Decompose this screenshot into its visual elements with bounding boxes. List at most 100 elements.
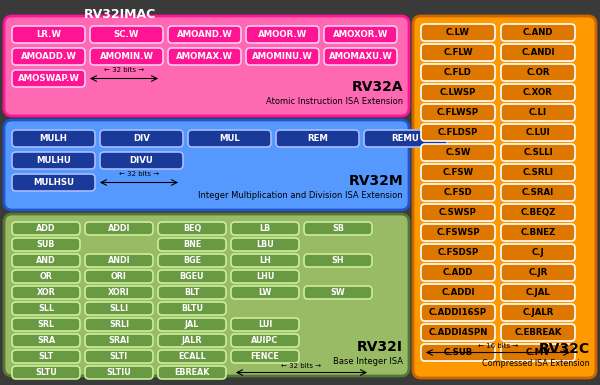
FancyBboxPatch shape [85, 286, 153, 299]
Text: SC.W: SC.W [114, 30, 139, 39]
Text: LH: LH [259, 256, 271, 265]
Text: C.FSW: C.FSW [442, 168, 473, 177]
FancyBboxPatch shape [12, 48, 85, 65]
Text: SRLI: SRLI [109, 320, 129, 329]
Text: DIVU: DIVU [130, 156, 154, 165]
Text: SRAI: SRAI [109, 336, 130, 345]
Text: RV32A: RV32A [352, 80, 403, 94]
Text: SUB: SUB [37, 240, 55, 249]
Text: AMOSWAP.W: AMOSWAP.W [17, 74, 79, 83]
Text: C.FSD: C.FSD [443, 188, 472, 197]
Text: RV32M: RV32M [349, 174, 403, 188]
FancyBboxPatch shape [304, 222, 372, 235]
FancyBboxPatch shape [100, 130, 183, 147]
Text: SLTI: SLTI [110, 352, 128, 361]
FancyBboxPatch shape [12, 152, 95, 169]
FancyBboxPatch shape [304, 254, 372, 267]
Text: FENCE: FENCE [251, 352, 280, 361]
FancyBboxPatch shape [501, 124, 575, 141]
FancyBboxPatch shape [12, 254, 80, 267]
Text: C.FSDSP: C.FSDSP [437, 248, 479, 257]
Text: DIV: DIV [133, 134, 150, 143]
FancyBboxPatch shape [246, 26, 319, 43]
FancyBboxPatch shape [231, 238, 299, 251]
FancyBboxPatch shape [421, 84, 495, 101]
FancyBboxPatch shape [231, 286, 299, 299]
FancyBboxPatch shape [231, 350, 299, 363]
FancyBboxPatch shape [421, 144, 495, 161]
FancyBboxPatch shape [158, 366, 226, 379]
FancyBboxPatch shape [12, 318, 80, 331]
Text: C.EBREAK: C.EBREAK [514, 328, 562, 337]
FancyBboxPatch shape [188, 130, 271, 147]
Text: C.JALR: C.JALR [523, 308, 554, 317]
Text: AND: AND [36, 256, 56, 265]
FancyBboxPatch shape [85, 222, 153, 235]
FancyBboxPatch shape [501, 284, 575, 301]
FancyBboxPatch shape [4, 16, 409, 116]
Text: ← 16 bits →: ← 16 bits → [478, 343, 518, 348]
FancyBboxPatch shape [85, 254, 153, 267]
Text: MULHSU: MULHSU [33, 178, 74, 187]
FancyBboxPatch shape [421, 24, 495, 41]
FancyBboxPatch shape [158, 270, 226, 283]
Text: BGEU: BGEU [180, 272, 204, 281]
Text: C.FSWSP: C.FSWSP [436, 228, 480, 237]
Text: ADD: ADD [36, 224, 56, 233]
FancyBboxPatch shape [158, 254, 226, 267]
FancyBboxPatch shape [85, 350, 153, 363]
Text: C.BNEZ: C.BNEZ [520, 228, 556, 237]
Text: C.JAL: C.JAL [526, 288, 550, 297]
FancyBboxPatch shape [12, 26, 85, 43]
Text: LB: LB [259, 224, 271, 233]
FancyBboxPatch shape [324, 26, 397, 43]
FancyBboxPatch shape [501, 104, 575, 121]
FancyBboxPatch shape [158, 222, 226, 235]
Text: C.ADDI4SPN: C.ADDI4SPN [428, 328, 488, 337]
FancyBboxPatch shape [90, 26, 163, 43]
Text: C.BEQZ: C.BEQZ [520, 208, 556, 217]
Text: BNE: BNE [183, 240, 201, 249]
FancyBboxPatch shape [501, 64, 575, 81]
Text: Compressed ISA Extension: Compressed ISA Extension [482, 359, 590, 368]
FancyBboxPatch shape [231, 318, 299, 331]
Text: C.AND: C.AND [523, 28, 553, 37]
Text: XORI: XORI [108, 288, 130, 297]
FancyBboxPatch shape [231, 254, 299, 267]
FancyBboxPatch shape [85, 302, 153, 315]
Text: SLTU: SLTU [35, 368, 57, 377]
Text: C.FLD: C.FLD [444, 68, 472, 77]
FancyBboxPatch shape [246, 48, 319, 65]
FancyBboxPatch shape [12, 334, 80, 347]
FancyBboxPatch shape [4, 120, 409, 210]
FancyBboxPatch shape [421, 344, 495, 361]
Text: C.LWSP: C.LWSP [440, 88, 476, 97]
Text: ADDI: ADDI [108, 224, 130, 233]
Text: SLL: SLL [38, 304, 54, 313]
FancyBboxPatch shape [85, 270, 153, 283]
Text: Base Integer ISA: Base Integer ISA [333, 357, 403, 366]
FancyBboxPatch shape [158, 334, 226, 347]
FancyBboxPatch shape [231, 334, 299, 347]
FancyBboxPatch shape [501, 24, 575, 41]
Text: JAL: JAL [185, 320, 199, 329]
Text: SH: SH [332, 256, 344, 265]
Text: C.OR: C.OR [526, 68, 550, 77]
Text: C.LUI: C.LUI [526, 128, 550, 137]
Text: BGE: BGE [183, 256, 201, 265]
FancyBboxPatch shape [501, 144, 575, 161]
Text: SW: SW [331, 288, 346, 297]
Text: AMOMAXU.W: AMOMAXU.W [329, 52, 392, 61]
Text: C.LW: C.LW [446, 28, 470, 37]
Text: LUI: LUI [258, 320, 272, 329]
FancyBboxPatch shape [421, 284, 495, 301]
Text: C.ADDI16SP: C.ADDI16SP [429, 308, 487, 317]
FancyBboxPatch shape [421, 184, 495, 201]
FancyBboxPatch shape [231, 222, 299, 235]
FancyBboxPatch shape [324, 48, 397, 65]
FancyBboxPatch shape [501, 304, 575, 321]
FancyBboxPatch shape [168, 48, 241, 65]
FancyBboxPatch shape [413, 16, 596, 378]
FancyBboxPatch shape [158, 318, 226, 331]
Text: BEQ: BEQ [183, 224, 201, 233]
